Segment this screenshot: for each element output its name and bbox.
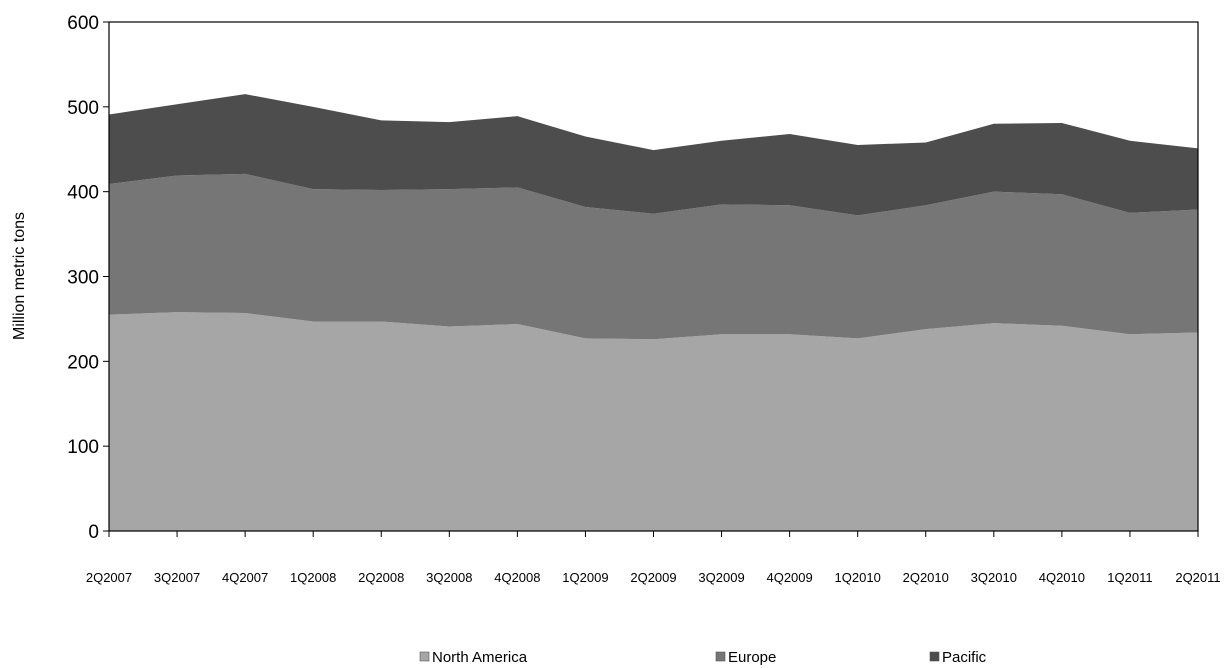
x-tick-label-1q2010: 1Q2010	[835, 570, 881, 585]
x-tick-label-2q2008: 2Q2008	[358, 570, 404, 585]
legend-swatch-europe	[715, 651, 726, 662]
y-tick-label-100: 100	[67, 437, 99, 458]
legend-swatch-north-america	[419, 651, 430, 662]
x-tick-label-3q2008: 3Q2008	[426, 570, 472, 585]
area-europe	[109, 173, 1198, 340]
y-tick-label-200: 200	[67, 352, 99, 373]
legend-label-north-america: North America	[432, 649, 528, 666]
x-tick-label-2q2007: 2Q2007	[86, 570, 132, 585]
x-tick-label-1q2011: 1Q2011	[1107, 570, 1152, 585]
x-tick-label-3q2010: 3Q2010	[971, 570, 1017, 585]
y-axis-label: Million metric tons	[11, 212, 28, 340]
legend-swatch-pacific	[929, 651, 940, 662]
x-tick-label-3q2007: 3Q2007	[154, 570, 200, 585]
y-tick-label-500: 500	[67, 98, 99, 119]
x-tick-label-4q2008: 4Q2008	[494, 570, 540, 585]
x-tick-label-4q2009: 4Q2009	[766, 570, 812, 585]
x-tick-label-2q2011: 2Q2011	[1175, 570, 1220, 585]
y-tick-label-600: 600	[67, 13, 99, 34]
area-north-america	[109, 312, 1198, 531]
y-tick-label-0: 0	[88, 522, 99, 543]
x-tick-label-1q2009: 1Q2009	[562, 570, 608, 585]
x-tick-label-3q2009: 3Q2009	[698, 570, 744, 585]
y-tick-label-300: 300	[67, 268, 99, 289]
area-series-group	[109, 94, 1198, 531]
x-tick-label-2q2010: 2Q2010	[903, 570, 949, 585]
y-tick-label-400: 400	[67, 183, 99, 204]
legend-label-pacific: Pacific	[942, 649, 987, 666]
legend: North America Europe Pacific	[419, 649, 987, 666]
legend-label-europe: Europe	[728, 649, 776, 666]
x-tick-label-2q2009: 2Q2009	[630, 570, 676, 585]
x-tick-label-4q2007: 4Q2007	[222, 570, 268, 585]
x-tick-label-1q2008: 1Q2008	[290, 570, 336, 585]
area-pacific	[109, 94, 1198, 216]
axes-group: 0 100 200 300 400 500 600 2Q2007 3Q2007 4Q2007 1Q2…	[67, 13, 1220, 585]
x-tick-label-4q2010: 4Q2010	[1039, 570, 1085, 585]
